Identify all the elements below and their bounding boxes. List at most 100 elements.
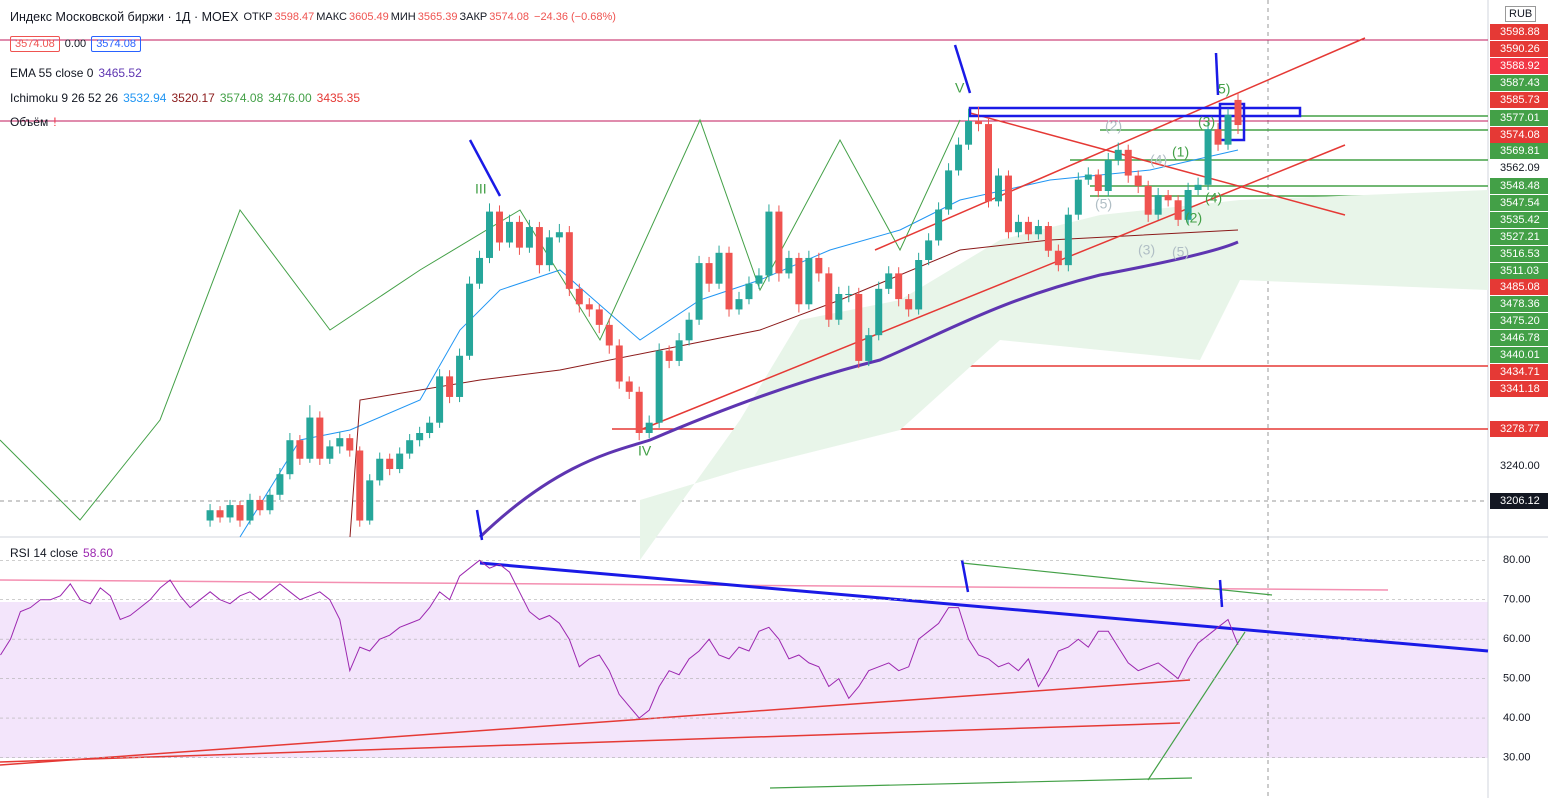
price-label-bg — [1490, 110, 1548, 126]
candle-body — [1194, 184, 1202, 190]
candle-body — [1094, 174, 1102, 192]
rsi-value: 58.60 — [83, 546, 114, 560]
wave-label: (4) — [1205, 190, 1222, 206]
price-label: 3516.53 — [1500, 248, 1540, 260]
candle-body — [376, 458, 384, 481]
candle-body — [1084, 174, 1092, 180]
candle-body — [625, 381, 633, 392]
candle-body — [1074, 179, 1082, 215]
candle-body — [286, 440, 294, 475]
price-label: 3535.42 — [1500, 214, 1540, 226]
candle-body — [835, 293, 843, 320]
price-label: 3590.26 — [1500, 43, 1540, 55]
ichimoku-label: Ichimoku 9 26 52 26 — [10, 91, 119, 105]
warning-icon[interactable]: ! — [53, 115, 57, 129]
price-label: 3341.18 — [1500, 383, 1540, 395]
price-label: 3278.77 — [1500, 423, 1540, 435]
wave-label: (2) — [1185, 210, 1202, 226]
candle-body — [416, 432, 424, 441]
candle-body — [1044, 226, 1052, 251]
candle-body — [1024, 221, 1032, 235]
candle-body — [715, 252, 723, 284]
price-label: 3598.88 — [1500, 26, 1540, 38]
candle-body — [1104, 160, 1112, 192]
candle-body — [386, 458, 394, 470]
ohlc-value: 3574.08 — [489, 11, 530, 23]
candle-body — [875, 288, 883, 336]
rsi-trend — [479, 561, 1489, 653]
candle-body — [316, 417, 324, 459]
symbol-title: Индекс Московской биржи · 1Д · MOEX — [10, 10, 239, 24]
rsi-legend: RSI 14 close 58.60 — [10, 546, 113, 560]
price-label: 3240.00 — [1500, 460, 1540, 472]
ichimoku-value: 3435.35 — [316, 91, 361, 105]
candle-body — [775, 211, 783, 274]
candle-body — [326, 446, 334, 459]
candle-body — [296, 440, 304, 459]
wave-label: III — [475, 181, 487, 197]
candle-body — [635, 391, 643, 433]
candle-body — [306, 417, 314, 459]
ichimoku-value: 3574.08 — [219, 91, 264, 105]
candle-body — [266, 494, 274, 511]
rsi-band — [0, 602, 1488, 758]
wave-label: V — [955, 80, 965, 96]
rsi-tick-label: 80.00 — [1503, 554, 1531, 566]
price-label: 3577.01 — [1500, 112, 1540, 124]
candle-body — [1014, 221, 1022, 233]
candle-body — [925, 240, 933, 261]
candle-body — [555, 232, 563, 238]
candle-body — [605, 324, 613, 346]
ask: 3574.08 — [91, 36, 141, 52]
wave-label: IV — [638, 443, 652, 459]
rsi-line — [0, 559, 1239, 719]
price-label: 3588.92 — [1500, 60, 1540, 72]
change: −24.36 (−0.68%) — [534, 11, 616, 23]
candle-body — [975, 120, 983, 125]
candle-body — [346, 438, 354, 451]
candle-body — [1224, 114, 1232, 145]
rsi-tick-label: 70.00 — [1503, 594, 1531, 606]
volume-label: Объём — [10, 115, 49, 129]
candle-body — [585, 304, 593, 310]
candle-body — [1234, 99, 1242, 126]
candle-body — [865, 335, 873, 361]
price-label-bg — [1490, 246, 1548, 262]
price-label: 3511.03 — [1500, 265, 1539, 277]
price-label: 3446.78 — [1500, 332, 1540, 344]
candle-body — [1164, 195, 1172, 201]
candle-body — [495, 211, 503, 243]
candle-body — [1154, 195, 1162, 215]
price-label-bg — [1490, 330, 1548, 346]
rsi-tick-label: 50.00 — [1503, 673, 1531, 685]
candle-body — [705, 263, 713, 284]
wave-label: (3) — [1138, 242, 1155, 258]
price-label-bg — [1490, 41, 1548, 57]
volume-legend: Объём! — [10, 115, 57, 129]
price-label-bg — [1490, 381, 1548, 397]
price-label: 3440.01 — [1500, 349, 1540, 361]
currency[interactable]: RUB — [1505, 6, 1537, 22]
candle-body — [1054, 250, 1062, 266]
candle-body — [336, 438, 344, 447]
candle-body — [855, 293, 863, 361]
price-label-bg — [1490, 24, 1548, 40]
price-label-bg — [1490, 296, 1548, 312]
chikou-line — [0, 118, 961, 521]
ema-line — [478, 240, 1239, 539]
candle-body — [945, 170, 953, 210]
wave-label: (2) — [1105, 118, 1122, 134]
ohlc-value: 3598.47 — [274, 11, 315, 23]
candle-body — [1144, 185, 1152, 215]
candle-body — [765, 211, 773, 276]
candle-body — [825, 273, 833, 320]
price-label: 3206.12 — [1500, 495, 1540, 507]
ichimoku-value: 3476.00 — [268, 91, 312, 105]
rsi-tick-label: 30.00 — [1503, 751, 1531, 763]
candle-body — [805, 257, 813, 305]
ichimoku-legend: Ichimoku 9 26 52 26 3532.94 3520.17 3574.08… — [10, 91, 360, 105]
trend-lines — [0, 37, 1389, 766]
wave-label: (4) — [1150, 152, 1167, 168]
candle-body — [1204, 129, 1212, 185]
